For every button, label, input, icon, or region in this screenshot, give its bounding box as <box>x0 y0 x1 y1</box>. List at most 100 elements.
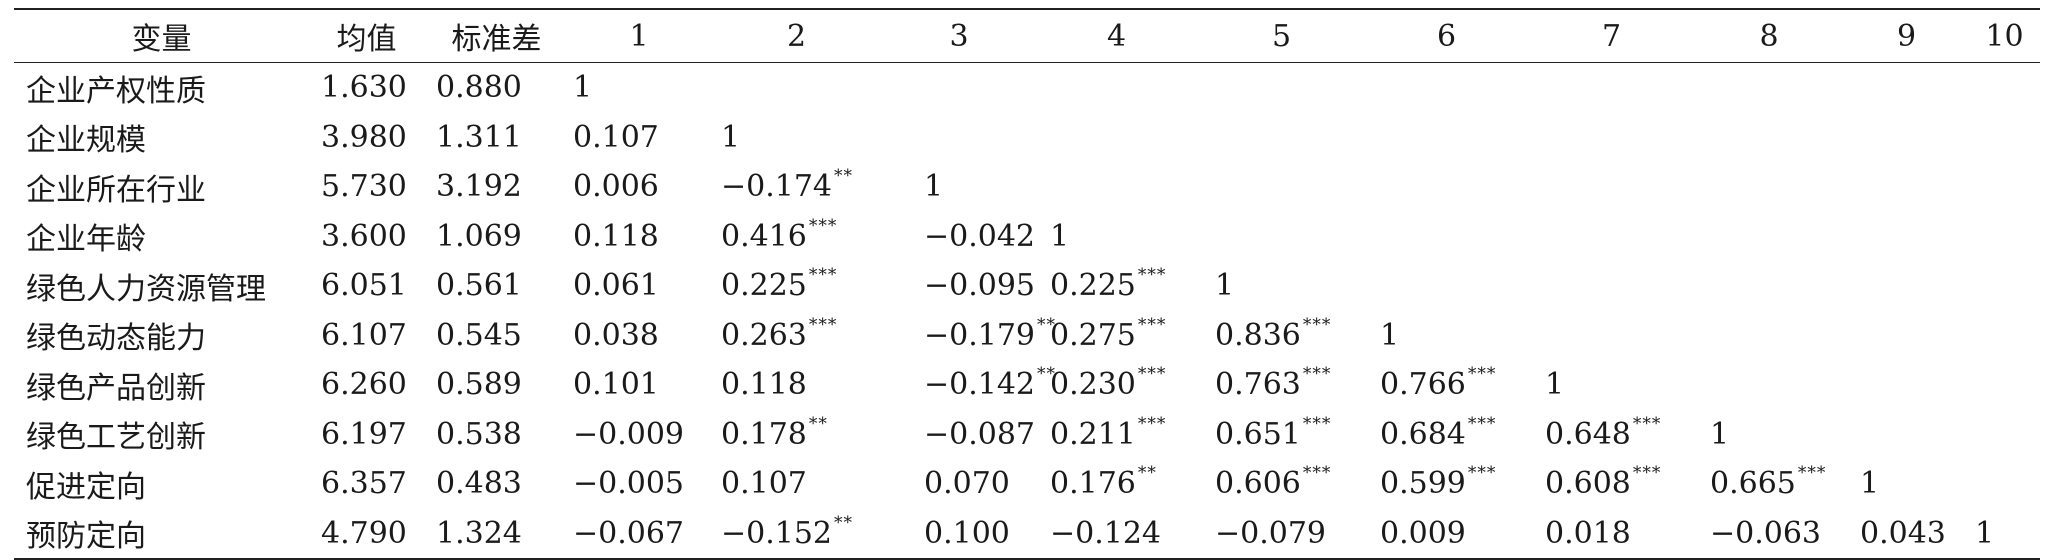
correlation-cell <box>1969 63 2040 113</box>
correlation-cell: −0.087 <box>884 410 1035 460</box>
correlation-cell: 0.608 *** <box>1529 459 1694 509</box>
variable-name-cell: 企业规模 <box>26 123 146 159</box>
correlation-cell <box>1844 410 1969 460</box>
table-row: 企业产权性质 1.630 0.880 1 <box>14 63 2040 113</box>
correlation-value: 0.599 <box>1380 466 1466 502</box>
correlation-value: −0.079 <box>1215 515 1327 551</box>
significance-marker: *** <box>1302 364 1332 385</box>
correlation-cell: 0.061 <box>569 261 709 311</box>
correlation-value: 0.651 <box>1215 416 1301 452</box>
correlation-table: 变量 均值 标准差 1 2 3 4 5 6 7 8 9 10 企业产权性质 1.6… <box>14 8 2040 560</box>
variable-name-cell: 企业所在行业 <box>26 172 206 208</box>
correlation-cell: 0.006 <box>569 162 709 212</box>
correlation-cell: 0.225 *** <box>709 261 884 311</box>
correlation-cell <box>1694 311 1844 361</box>
correlation-cell <box>1969 459 2040 509</box>
correlation-cell <box>1844 212 1969 262</box>
correlation-value: 1 <box>1975 515 1995 551</box>
correlation-value: 0.763 <box>1215 367 1301 403</box>
correlation-cell: 1 <box>569 63 709 113</box>
significance-marker: *** <box>1137 265 1167 286</box>
significance-marker: *** <box>1137 413 1167 434</box>
table-row: 绿色动态能力 6.107 0.545 0.038 0.263 *** −0.179 ** 0.2… <box>14 311 2040 361</box>
correlation-cell: 0.009 <box>1364 509 1529 560</box>
correlation-value: 0.061 <box>573 268 659 304</box>
correlation-cell <box>1034 63 1199 113</box>
correlation-value: 0.018 <box>1545 515 1631 551</box>
header-cell: 1 <box>629 18 649 54</box>
table-row: 企业规模 3.980 1.311 0.107 1 <box>14 113 2040 163</box>
sd-cell: 0.880 <box>436 70 522 106</box>
correlation-cell <box>1969 212 2040 262</box>
table-row: 促进定向 6.357 0.483 −0.005 0.107 0.070 0.176 ** 0.6… <box>14 459 2040 509</box>
correlation-cell: 0.038 <box>569 311 709 361</box>
variable-name-cell: 企业年龄 <box>26 222 146 258</box>
table-row: 绿色工艺创新 6.197 0.538 −0.009 0.178 ** −0.087 0.211… <box>14 410 2040 460</box>
correlation-cell: 1 <box>1529 360 1694 410</box>
correlation-value: 1 <box>1050 218 1070 254</box>
variable-name-cell: 绿色动态能力 <box>26 321 206 357</box>
sd-cell: 1.324 <box>436 515 522 551</box>
correlation-cell <box>1969 162 2040 212</box>
correlation-cell: 0.651 *** <box>1199 410 1364 460</box>
correlation-cell <box>1969 311 2040 361</box>
significance-marker: *** <box>808 314 838 335</box>
correlation-value: 0.178 <box>721 416 807 452</box>
mean-cell: 6.357 <box>321 466 407 502</box>
sd-cell: 1.069 <box>436 218 522 254</box>
correlation-cell: 1 <box>1199 261 1364 311</box>
correlation-value: −0.095 <box>924 268 1036 304</box>
correlation-value: 0.416 <box>721 218 807 254</box>
correlation-cell: 0.100 <box>884 509 1034 560</box>
correlation-cell: 1 <box>1969 509 2040 560</box>
table-header-row: 变量 均值 标准差 1 2 3 4 5 6 7 8 9 10 <box>14 9 2040 63</box>
header-cell: 均值 <box>336 22 397 57</box>
correlation-value: 0.118 <box>721 367 807 403</box>
significance-marker: ** <box>834 166 854 187</box>
correlation-cell <box>1529 261 1694 311</box>
correlation-cell <box>1199 212 1364 262</box>
correlation-cell: 0.416 *** <box>709 212 884 262</box>
correlation-value: 1 <box>1215 268 1235 304</box>
correlation-cell <box>1844 360 1969 410</box>
correlation-cell <box>1969 261 2040 311</box>
correlation-cell: 0.178 ** <box>709 410 884 460</box>
significance-marker: *** <box>1632 413 1662 434</box>
table-row: 企业所在行业 5.730 3.192 0.006 −0.174 ** 1 <box>14 162 2040 212</box>
sd-cell: 0.538 <box>436 416 522 452</box>
correlation-value: 0.606 <box>1215 466 1301 502</box>
significance-marker: *** <box>1302 463 1332 484</box>
variable-name-cell: 绿色工艺创新 <box>26 420 206 456</box>
correlation-cell: 0.107 <box>709 459 884 509</box>
correlation-value: −0.152 <box>721 515 833 551</box>
header-cell: 10 <box>1985 18 2024 54</box>
correlation-value: 0.648 <box>1545 416 1631 452</box>
correlation-value: −0.005 <box>573 466 685 502</box>
correlation-cell <box>1844 311 1969 361</box>
correlation-value: 0.043 <box>1860 515 1946 551</box>
correlation-value: −0.063 <box>1710 515 1822 551</box>
correlation-value: 0.107 <box>573 119 659 155</box>
significance-marker: *** <box>808 215 838 236</box>
significance-marker: *** <box>1302 314 1332 335</box>
correlation-cell <box>709 63 884 113</box>
correlation-cell: 0.836 *** <box>1199 311 1364 361</box>
correlation-cell: 1 <box>1034 212 1199 262</box>
correlation-value: 0.665 <box>1710 466 1796 502</box>
correlation-cell: 0.101 <box>569 360 709 410</box>
mean-cell: 3.600 <box>321 218 407 254</box>
correlation-value: −0.142 <box>924 367 1036 403</box>
significance-marker: *** <box>1137 314 1167 335</box>
correlation-cell <box>1529 63 1694 113</box>
correlation-cell <box>1694 63 1844 113</box>
significance-marker: ** <box>1037 314 1057 335</box>
sd-cell: 0.483 <box>436 466 522 502</box>
correlation-cell: 1 <box>1694 410 1844 460</box>
significance-marker: *** <box>808 265 838 286</box>
sd-cell: 3.192 <box>436 169 522 205</box>
header-cell: 7 <box>1601 18 1622 54</box>
header-cell: 3 <box>949 18 969 54</box>
correlation-cell <box>1844 63 1969 113</box>
correlation-cell: 0.599 *** <box>1364 459 1529 509</box>
correlation-value: 1 <box>1380 317 1400 353</box>
